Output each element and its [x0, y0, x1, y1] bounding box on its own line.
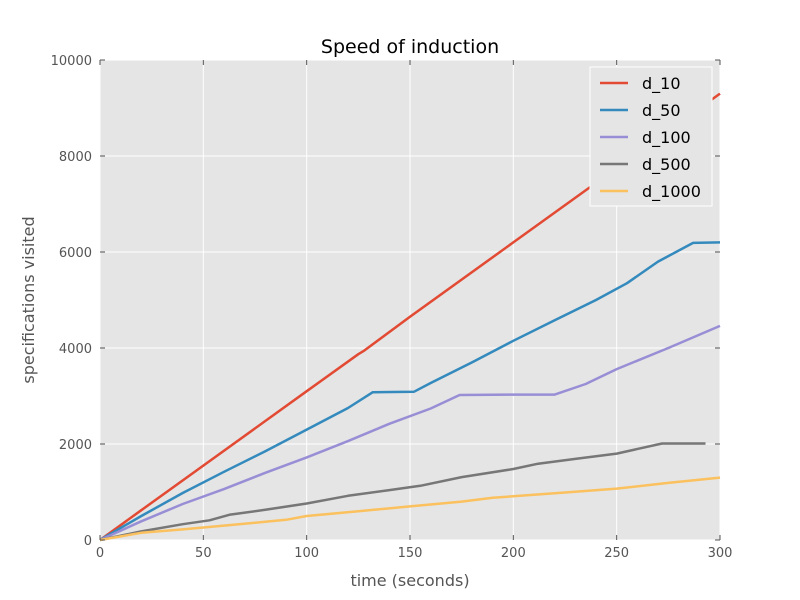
x-tick-label: 250	[604, 546, 629, 561]
x-tick-label: 200	[501, 546, 526, 561]
legend-label: d_500	[642, 155, 691, 175]
legend-label: d_50	[642, 101, 681, 121]
series-lines	[99, 92, 721, 542]
series-line-d-50	[99, 241, 721, 542]
legend: d_10 d_50 d_100 d_500 d_1000	[589, 66, 713, 207]
y-tick-label: 10000	[51, 54, 92, 69]
x-tick-label: 50	[195, 546, 212, 561]
y-axis-label: specifications visited	[19, 216, 38, 383]
y-tick-label: 6000	[59, 246, 92, 261]
y-tick-label: 2000	[59, 438, 92, 453]
x-axis-label: time (seconds)	[350, 571, 469, 590]
x-tick-label: 150	[398, 546, 423, 561]
x-tick-label: 100	[294, 546, 319, 561]
y-tick-label: 8000	[59, 150, 92, 165]
legend-label: d_10	[642, 74, 681, 94]
legend-label: d_100	[642, 128, 691, 148]
x-tick-label: 0	[96, 546, 104, 561]
legend-label: d_1000	[642, 182, 701, 202]
series-line-d-1000	[99, 476, 721, 542]
series-line-d-500	[99, 442, 706, 542]
chart-title: Speed of induction	[321, 36, 499, 58]
series-line-d-10	[99, 92, 721, 542]
x-tick-label: 300	[708, 546, 733, 561]
y-tick-label: 4000	[59, 342, 92, 357]
axis-ticks: 0 50 100 150 200 250 300 0 2000 4000 6000 8000 10000	[51, 54, 733, 561]
series-line-d-100	[99, 324, 721, 542]
y-tick-label: 0	[84, 534, 92, 549]
